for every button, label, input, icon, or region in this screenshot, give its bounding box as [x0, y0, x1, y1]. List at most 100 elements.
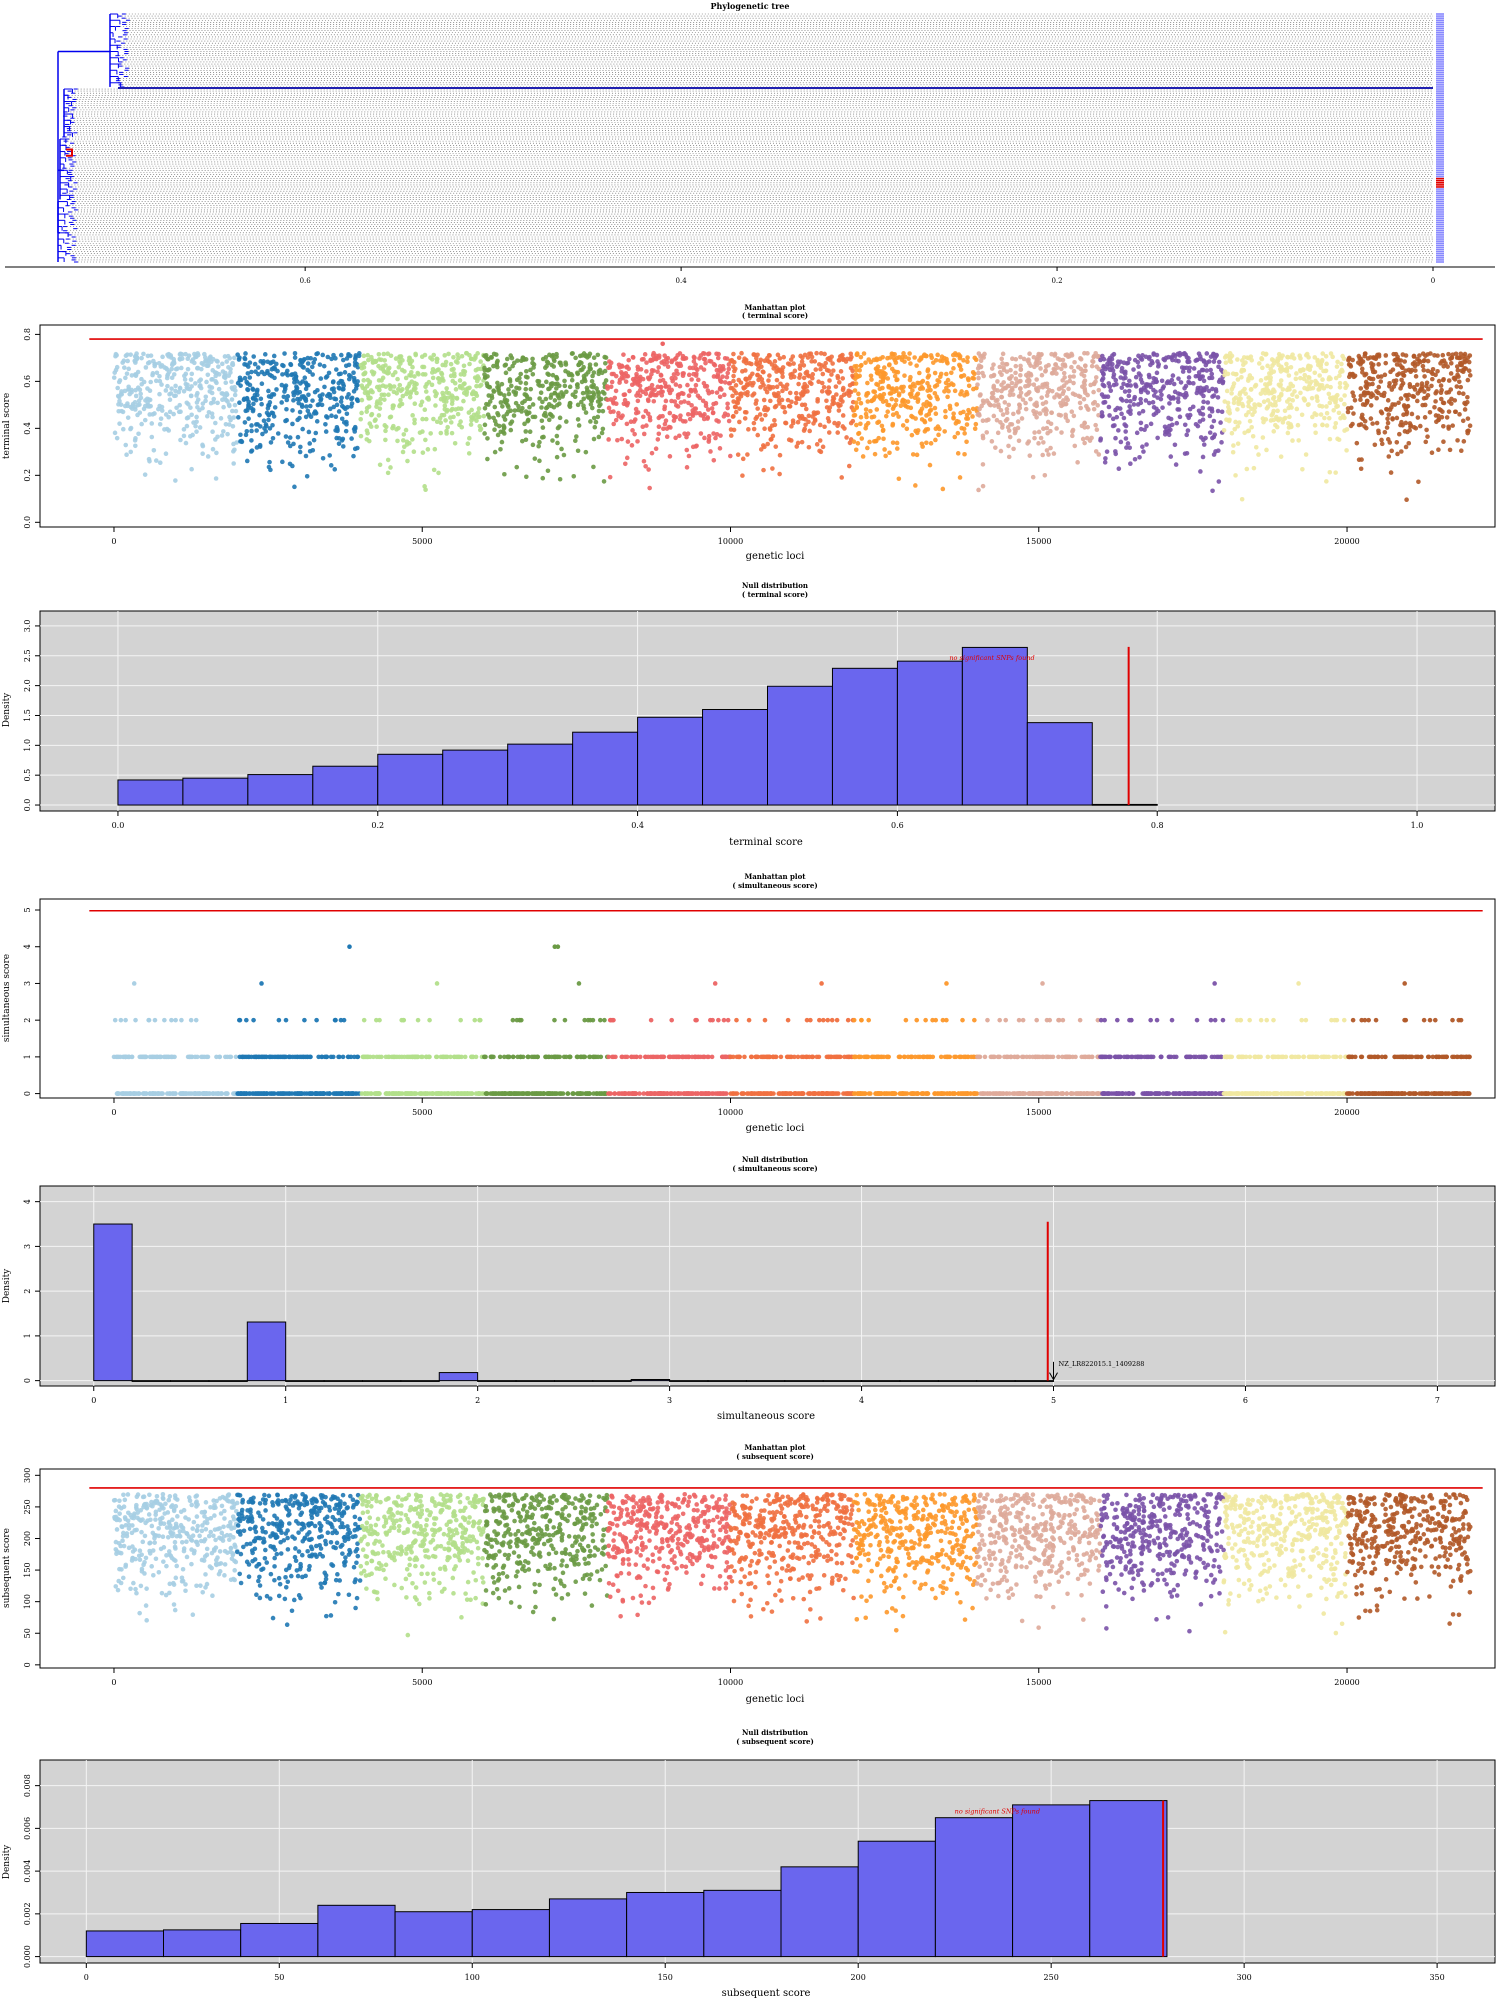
data-point: [613, 373, 619, 379]
data-point: [315, 402, 321, 408]
data-point: [589, 384, 594, 389]
data-point: [772, 418, 777, 423]
data-point: [675, 352, 681, 358]
data-point: [341, 405, 347, 410]
data-point: [1383, 353, 1389, 358]
data-point: [1186, 375, 1192, 380]
tree-leaf-label: [1436, 244, 1444, 247]
data-point: [1109, 356, 1115, 362]
data-point: [600, 426, 606, 432]
data-point: [658, 384, 664, 390]
data-point: [540, 399, 545, 405]
data-point: [450, 406, 455, 412]
data-point: [530, 414, 536, 420]
data-point: [851, 407, 857, 413]
data-point: [1016, 438, 1022, 444]
data-point: [1071, 368, 1077, 374]
data-point: [793, 390, 799, 396]
tree-leaf-label: [1436, 248, 1444, 251]
data-point: [1173, 358, 1179, 363]
data-point: [157, 421, 163, 427]
data-point: [818, 449, 824, 455]
data-point: [1045, 389, 1051, 395]
data-point: [116, 379, 122, 385]
data-point: [552, 358, 557, 364]
data-point: [1006, 402, 1012, 408]
data-point: [865, 399, 871, 404]
data-point: [833, 384, 839, 389]
data-point: [397, 354, 403, 359]
data-point: [621, 352, 626, 357]
data-point: [304, 473, 310, 479]
data-point: [1336, 410, 1342, 416]
data-point: [1315, 398, 1320, 404]
data-point: [717, 377, 723, 382]
data-point: [314, 419, 320, 424]
data-point: [188, 393, 194, 399]
data-point: [1422, 415, 1428, 420]
data-point: [657, 378, 663, 384]
data-point: [711, 431, 716, 436]
data-point: [543, 396, 549, 402]
data-point: [523, 381, 529, 386]
data-point: [693, 373, 699, 378]
data-point: [1441, 400, 1447, 406]
data-point: [1184, 365, 1189, 371]
data-point: [351, 426, 357, 432]
data-point: [591, 355, 597, 361]
data-point: [1331, 408, 1336, 413]
data-point: [1253, 444, 1259, 450]
data-point: [411, 449, 417, 454]
data-point: [588, 419, 593, 424]
data-point: [1040, 452, 1045, 458]
data-point: [1210, 488, 1215, 494]
data-point: [686, 372, 692, 378]
data-point: [710, 410, 716, 415]
data-point: [119, 389, 124, 394]
data-point: [980, 435, 986, 441]
data-point: [656, 365, 662, 370]
data-point: [1260, 435, 1266, 440]
data-point: [645, 397, 651, 402]
data-point: [1158, 388, 1163, 394]
data-point: [465, 441, 471, 447]
data-point: [635, 364, 641, 370]
data-point: [169, 1054, 174, 1060]
data-point: [343, 428, 349, 434]
data-point: [1004, 361, 1010, 367]
data-point: [404, 439, 410, 445]
data-point: [1348, 423, 1354, 429]
mt-x-tick-label: 20000: [1334, 537, 1359, 546]
data-point: [527, 404, 532, 410]
data-point: [195, 404, 200, 410]
data-point: [606, 405, 612, 411]
data-point: [305, 408, 311, 414]
tree-leaf-label: [1436, 173, 1444, 176]
data-point: [1399, 383, 1404, 388]
data-point: [213, 476, 219, 481]
data-point: [1278, 378, 1284, 383]
data-point: [182, 377, 188, 382]
data-point: [210, 446, 216, 452]
data-point: [366, 396, 371, 401]
data-point: [731, 413, 736, 419]
data-point: [555, 440, 560, 446]
data-point: [725, 401, 730, 407]
data-point: [1242, 430, 1247, 436]
data-point: [456, 355, 461, 361]
data-point: [1382, 372, 1388, 378]
data-point: [1133, 374, 1139, 380]
data-point: [999, 356, 1004, 362]
data-point: [1397, 431, 1402, 437]
data-point: [1085, 392, 1090, 398]
data-point: [432, 446, 438, 452]
data-point: [1458, 351, 1464, 357]
data-point: [283, 418, 288, 424]
data-point: [279, 400, 284, 405]
data-point: [1193, 373, 1199, 379]
data-point: [197, 378, 202, 384]
data-point: [1351, 393, 1356, 399]
data-point: [1123, 436, 1129, 441]
data-point: [335, 428, 340, 434]
data-point: [189, 359, 195, 364]
